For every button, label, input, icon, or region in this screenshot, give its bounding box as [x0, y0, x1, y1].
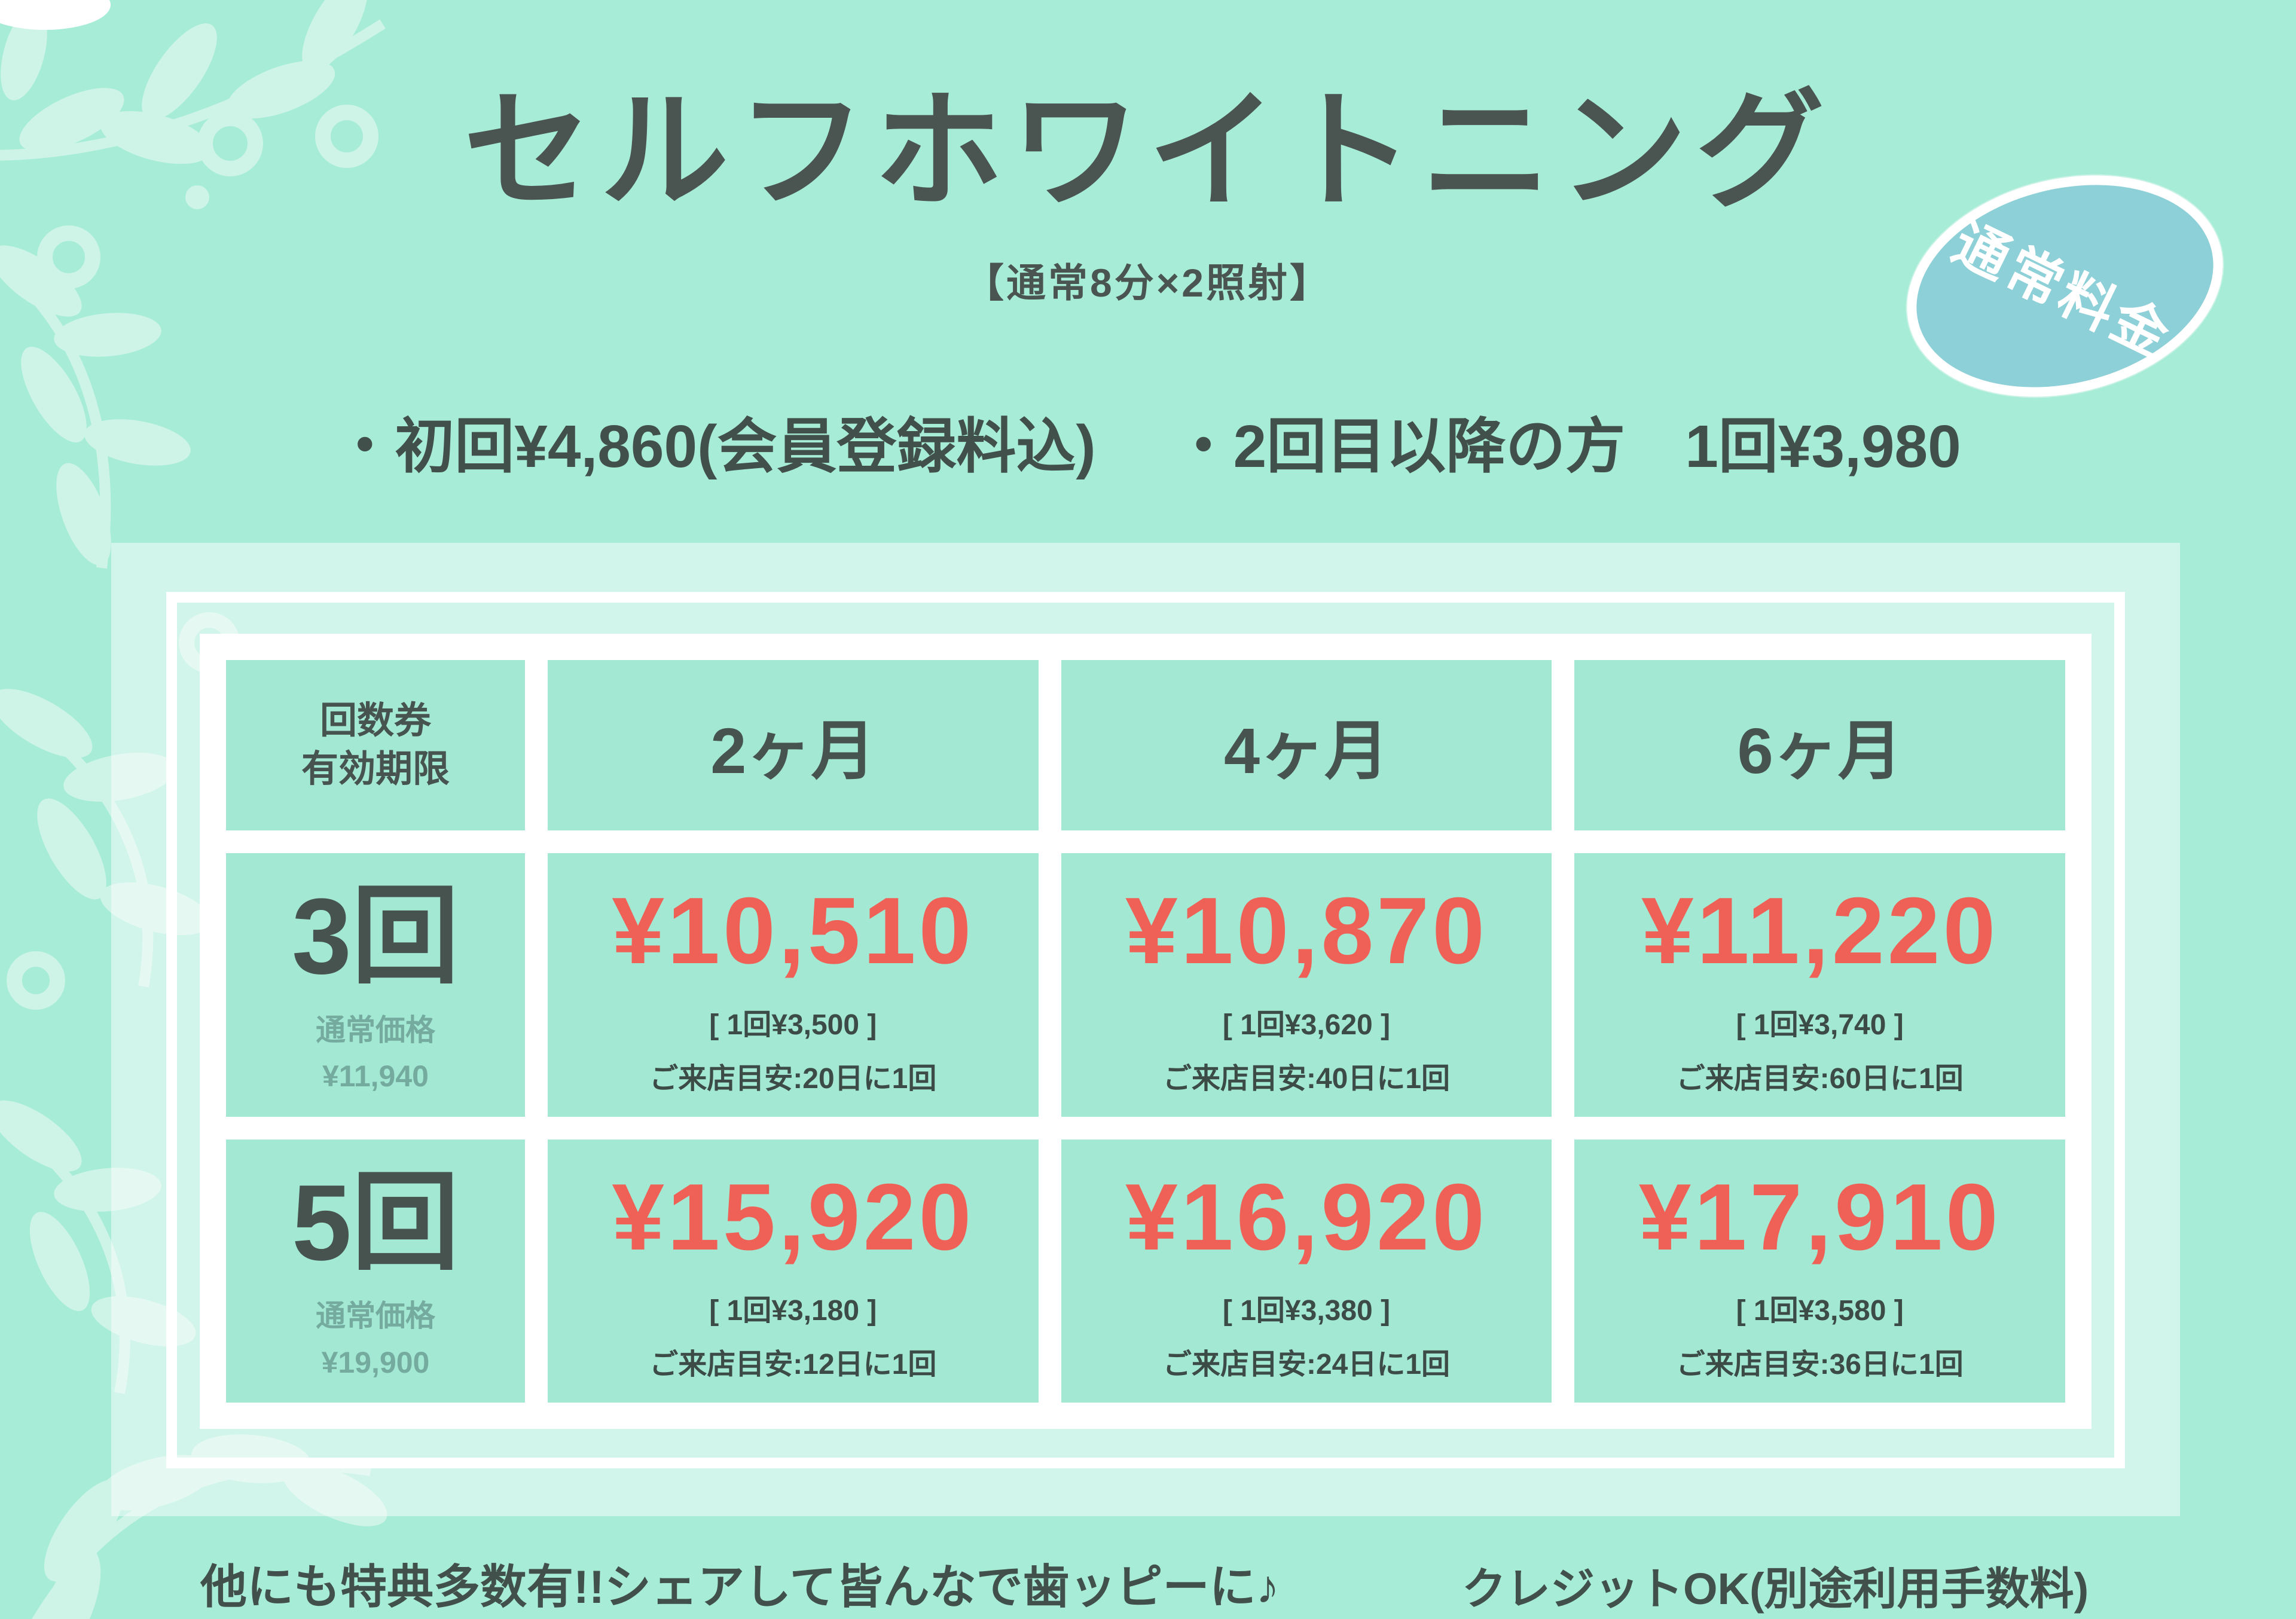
intro-price-line: ・初回¥4,860(会員登録料込) ・2回目以降の方 1回¥3,980	[0, 398, 2296, 484]
per-visit-price: [ 1回¥3,500 ]	[709, 1009, 877, 1041]
price-table-panel: 回数券 有効期限 2ヶ月 4ヶ月 6ヶ月 3回 通常価格 ¥11,940 ¥10…	[111, 543, 2180, 1516]
ticket-count-label: 5回	[291, 1162, 460, 1283]
visit-interval-guide: ご来店目安:36日に1回	[1676, 1349, 1964, 1380]
visit-interval-guide: ご来店目安:24日に1回	[1162, 1349, 1451, 1380]
price-details: [ 1回¥3,740 ] ご来店目安:60日に1回	[1677, 1001, 1964, 1117]
price-value: ¥11,220	[1641, 878, 1999, 983]
row-header-3times: 3回 通常価格 ¥11,940	[226, 853, 525, 1117]
price-table: 回数券 有効期限 2ヶ月 4ヶ月 6ヶ月 3回 通常価格 ¥11,940 ¥10…	[200, 634, 2092, 1429]
price-cell-5times-2months: ¥15,920 [ 1回¥3,180 ] ご来店目安:12日に1回	[548, 1139, 1039, 1403]
price-cell-5times-4months: ¥16,920 [ 1回¥3,380 ] ご来店目安:24日に1回	[1061, 1139, 1552, 1403]
visit-interval-guide: ご来店目安:20日に1回	[649, 1062, 937, 1095]
column-header-4months: 4ヶ月	[1061, 660, 1552, 830]
regular-price-value: ¥19,900	[321, 1345, 430, 1379]
per-visit-price: [ 1回¥3,380 ]	[1222, 1295, 1391, 1327]
regular-price-block: 通常価格 ¥11,940	[316, 1007, 435, 1117]
column-header-6months: 6ヶ月	[1574, 660, 2065, 830]
regular-price-block: 通常価格 ¥19,900	[316, 1293, 435, 1403]
row-header-5times: 5回 通常価格 ¥19,900	[226, 1139, 525, 1403]
visit-interval-guide: ご来店目安:60日に1回	[1676, 1062, 1964, 1095]
per-visit-price: [ 1回¥3,180 ]	[709, 1295, 877, 1327]
regular-price-value: ¥11,940	[322, 1059, 429, 1093]
page-title: セルフホワイトニング	[463, 79, 1833, 223]
first-visit-price-text: ・初回¥4,860(会員登録料込)	[335, 413, 1096, 480]
ticket-count-label: 3回	[291, 876, 460, 997]
price-value: ¥17,910	[1638, 1164, 2001, 1270]
page-subtitle: 【通常8分×2照射】	[964, 261, 1332, 305]
price-type-badge-label: 通常料金	[1944, 212, 2182, 369]
column-header-2months: 2ヶ月	[548, 660, 1039, 830]
price-table-frame	[166, 592, 2125, 1468]
regular-price-label: 通常価格	[316, 1013, 435, 1047]
per-visit-price: [ 1回¥3,580 ]	[1736, 1295, 1904, 1327]
per-visit-price: [ 1回¥3,620 ]	[1222, 1009, 1391, 1041]
footer-benefits-text: 他にも特典多数有!!シェアして皆んなで歯ッピーに♪	[200, 1560, 1280, 1613]
regular-price-label: 通常価格	[316, 1299, 435, 1333]
price-details: [ 1回¥3,580 ] ご来店目安:36日に1回	[1677, 1287, 1964, 1403]
price-details: [ 1回¥3,180 ] ご来店目安:12日に1回	[649, 1287, 936, 1403]
price-value: ¥10,870	[1125, 878, 1488, 983]
price-details: [ 1回¥3,380 ] ご来店目安:24日に1回	[1163, 1287, 1450, 1403]
per-visit-price: [ 1回¥3,740 ]	[1736, 1009, 1904, 1041]
price-cell-3times-6months: ¥11,220 [ 1回¥3,740 ] ご来店目安:60日に1回	[1574, 853, 2065, 1117]
price-cell-3times-2months: ¥10,510 [ 1回¥3,500 ] ご来店目安:20日に1回	[548, 853, 1039, 1117]
price-details: [ 1回¥3,500 ] ご来店目安:20日に1回	[649, 1001, 936, 1117]
visit-interval-guide: ご来店目安:40日に1回	[1162, 1062, 1451, 1095]
price-value: ¥15,920	[612, 1164, 975, 1270]
footer-credit-text: クレジットOK(別途利用手数料)	[1462, 1564, 2089, 1614]
price-cell-3times-4months: ¥10,870 [ 1回¥3,620 ] ご来店目安:40日に1回	[1061, 853, 1552, 1117]
price-details: [ 1回¥3,620 ] ご来店目安:40日に1回	[1163, 1001, 1450, 1117]
table-corner-header: 回数券 有効期限	[226, 660, 525, 830]
price-value: ¥16,920	[1125, 1164, 1488, 1270]
corner-header-line1: 回数券	[319, 699, 431, 741]
price-value: ¥10,510	[612, 878, 975, 983]
visit-interval-guide: ご来店目安:12日に1回	[649, 1349, 937, 1380]
repeat-visit-price-text: ・2回目以降の方 1回¥3,980	[1173, 413, 1961, 480]
corner-header-line2: 有効期限	[301, 748, 450, 790]
price-cell-5times-6months: ¥17,910 [ 1回¥3,580 ] ご来店目安:36日に1回	[1574, 1139, 2065, 1403]
